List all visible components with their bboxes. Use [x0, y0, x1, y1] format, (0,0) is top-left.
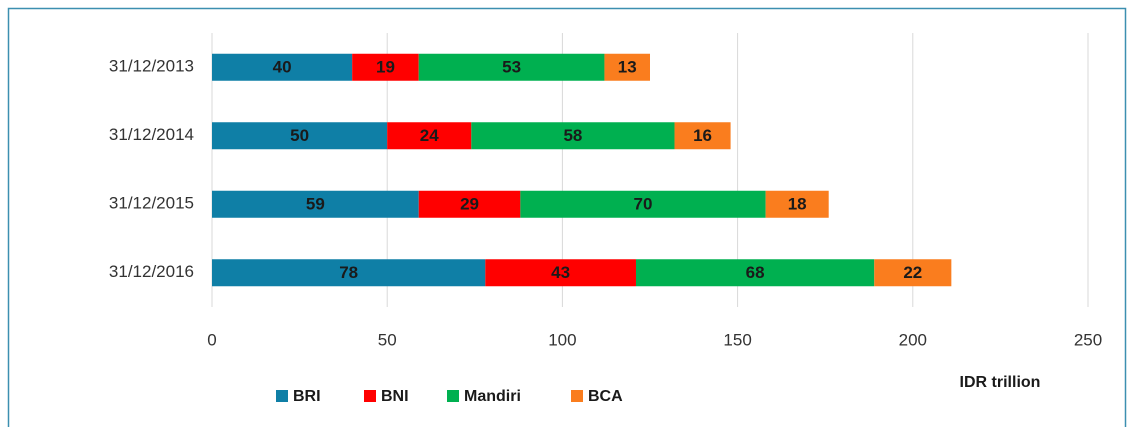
data-label: 29 [460, 195, 479, 214]
bar-segment [765, 190, 829, 218]
data-label: 18 [788, 195, 807, 214]
y-tick-label: 31/12/2013 [109, 57, 194, 76]
bar-segment [674, 122, 731, 150]
x-axis-label: IDR trillion [960, 374, 1041, 391]
data-label: 70 [634, 195, 653, 214]
data-label: 59 [306, 195, 325, 214]
data-label: 43 [551, 263, 570, 282]
legend-label: Mandiri [464, 388, 521, 405]
data-label: 78 [339, 263, 358, 282]
legend-swatch [447, 390, 459, 402]
y-tick-label: 31/12/2014 [109, 125, 194, 144]
legend-label: BNI [381, 388, 409, 405]
data-label: 16 [693, 126, 712, 145]
data-label: 19 [376, 58, 395, 77]
bar-segment [418, 190, 521, 218]
bar-segment [212, 190, 419, 218]
bar-segment [387, 122, 472, 150]
bar-segment [212, 259, 486, 287]
bar-segment [471, 122, 675, 150]
legend-label: BRI [293, 388, 321, 405]
bar-segment [485, 259, 636, 287]
bar-segment [418, 53, 605, 81]
x-tick-label: 0 [207, 330, 216, 349]
bar-segment [212, 122, 388, 150]
y-tick-label: 31/12/2015 [109, 194, 194, 213]
data-label: 58 [563, 126, 582, 145]
bar-segment [352, 53, 419, 81]
data-label: 24 [420, 126, 439, 145]
data-label: 50 [290, 126, 309, 145]
y-tick-label: 31/12/2016 [109, 262, 194, 281]
legend-label: BCA [588, 388, 623, 405]
legend-swatch [276, 390, 288, 402]
x-tick-label: 50 [378, 330, 397, 349]
bar-segment [604, 53, 650, 81]
data-label: 40 [273, 58, 292, 77]
x-tick-label: 250 [1074, 330, 1102, 349]
x-tick-label: 200 [899, 330, 927, 349]
data-label: 68 [746, 263, 765, 282]
data-label: 22 [903, 263, 922, 282]
bar-segment [635, 259, 875, 287]
frame [7, 7, 1127, 427]
x-tick-label: 100 [548, 330, 576, 349]
data-label: 13 [618, 58, 637, 77]
data-label: 53 [502, 58, 521, 77]
bar-segment [874, 259, 952, 287]
bar-segment [520, 190, 766, 218]
bar-segment [212, 53, 353, 81]
legend-swatch [364, 390, 376, 402]
x-tick-label: 150 [723, 330, 751, 349]
legend-swatch [571, 390, 583, 402]
